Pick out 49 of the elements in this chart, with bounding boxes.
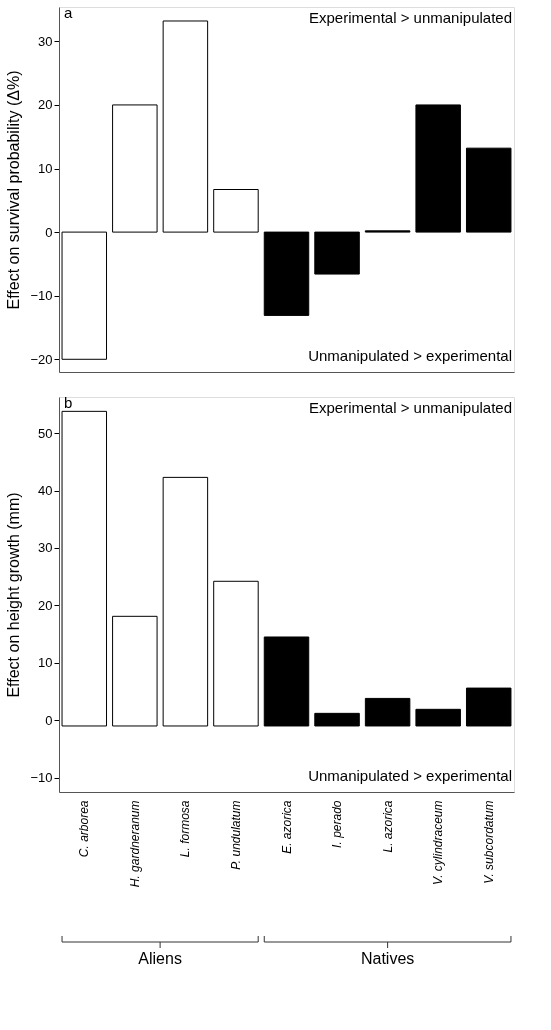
bar: [213, 189, 259, 233]
bar: [263, 231, 310, 316]
y-tick-label: −20: [30, 351, 53, 367]
y-tick-label: 50: [38, 425, 53, 441]
annotation: Unmanipulated > experimental: [308, 767, 512, 784]
y-tick-label: 0: [45, 712, 53, 728]
chart-title: b: [64, 394, 73, 411]
y-tick-label: 30: [38, 540, 53, 556]
bar: [465, 687, 512, 727]
y-tick-label: −10: [30, 770, 53, 786]
bar: [213, 580, 259, 727]
bar: [364, 697, 411, 727]
text: Natives: [360, 950, 415, 967]
bar: [162, 20, 209, 233]
bar: [415, 104, 461, 233]
y-axis-title: Effect on survival probability (Δ%): [5, 70, 23, 310]
x-tick-label: C. arborea: [77, 800, 92, 858]
bar: [61, 231, 108, 360]
x-tick-label: V. cylindraceum: [431, 800, 446, 885]
x-tick-label: I. perado: [330, 800, 345, 848]
x-tick-label: E. azorica: [279, 800, 294, 854]
y-tick-label: 20: [38, 597, 53, 613]
text: Aliens: [138, 950, 182, 967]
y-tick-label: 30: [38, 33, 53, 49]
chart-title: a: [64, 4, 73, 21]
bar: [465, 147, 512, 233]
annotation: Experimental > unmanipulated: [308, 9, 512, 26]
y-tick-label: 20: [38, 97, 53, 113]
bar: [314, 231, 360, 275]
bar: [314, 712, 360, 727]
bar: [112, 104, 158, 233]
x-tick-label: H. gardneranum: [127, 800, 142, 888]
bar: [415, 708, 461, 727]
x-tick-label: P. undulatum: [228, 800, 243, 870]
y-tick-label: 10: [38, 655, 53, 671]
bar: [162, 476, 209, 727]
annotation: Experimental > unmanipulated: [308, 399, 512, 416]
y-tick-label: −10: [30, 288, 53, 304]
y-tick-label: 0: [45, 224, 53, 240]
bar: [112, 615, 158, 727]
x-tick-label: L. formosa: [178, 800, 193, 858]
y-tick-label: 10: [38, 161, 53, 177]
y-tick-label: 40: [38, 483, 53, 499]
bar: [61, 410, 108, 727]
annotation: Unmanipulated > experimental: [308, 347, 512, 364]
x-tick-label: L. azorica: [380, 800, 395, 853]
x-tick-label: V. subcordatum: [481, 800, 496, 884]
bar: [263, 636, 310, 727]
y-axis-title: Effect on height growth (mm): [5, 492, 23, 698]
